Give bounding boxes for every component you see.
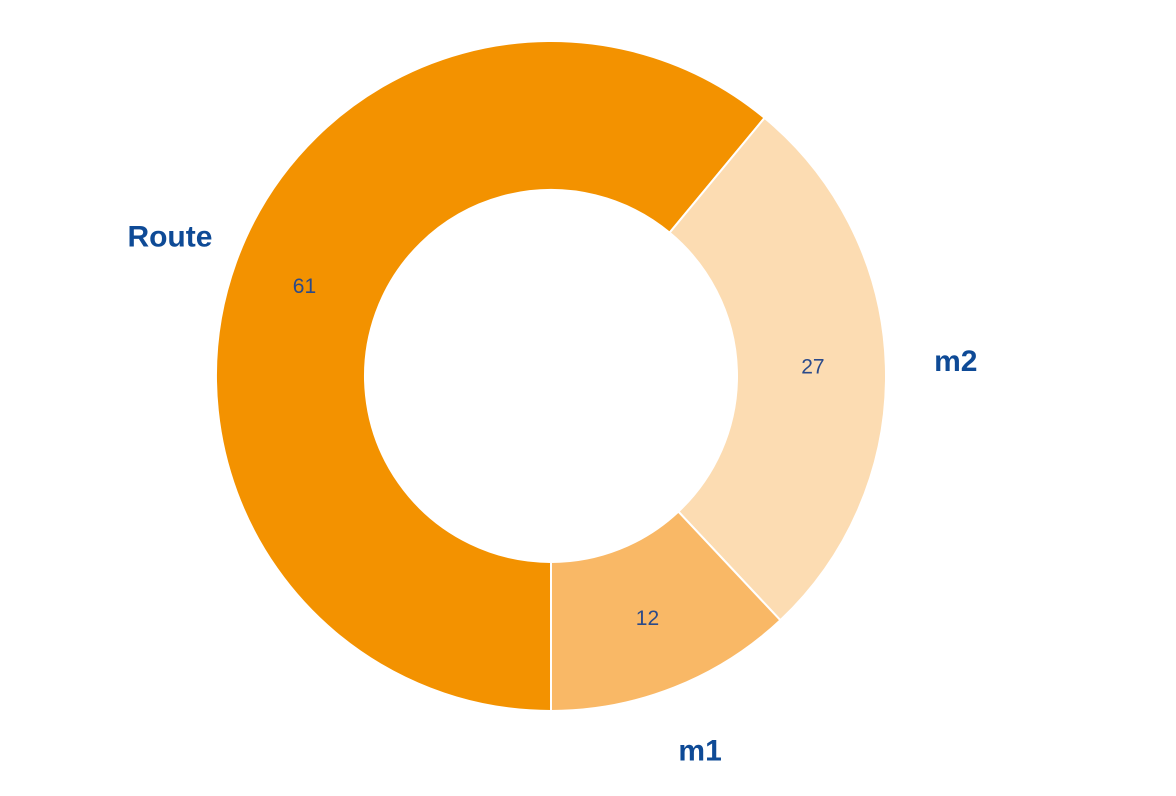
donut-segment [668, 116, 887, 622]
value-label: 61 [293, 275, 316, 298]
category-label: m2 [934, 345, 977, 378]
value-label: 12 [636, 607, 659, 630]
donut-segment [215, 40, 766, 713]
category-label: Route [127, 221, 212, 254]
value-label: 27 [801, 355, 824, 378]
donut-segment [550, 510, 782, 713]
category-label: m1 [678, 734, 721, 767]
